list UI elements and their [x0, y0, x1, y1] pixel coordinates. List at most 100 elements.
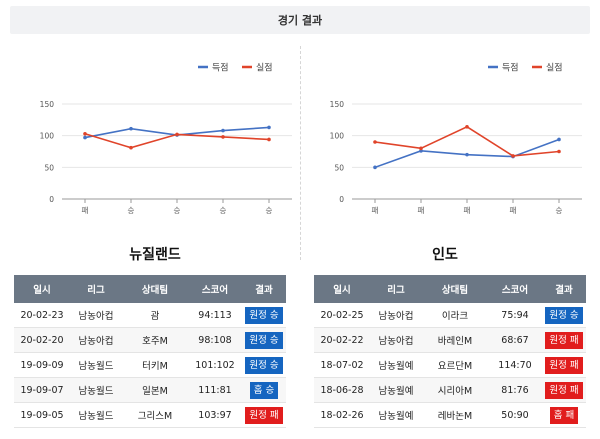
- y-tick-label: 100: [330, 132, 345, 141]
- legend-item: 실점: [242, 62, 273, 74]
- cell-score: 94:113: [188, 303, 242, 328]
- cell-opponent: 일본M: [122, 377, 188, 403]
- y-tick-label: 150: [40, 100, 55, 109]
- y-tick-label: 50: [334, 163, 344, 172]
- cell-league: 남농아컵: [70, 327, 122, 353]
- cell-date: 20-02-23: [14, 303, 70, 328]
- section-header: 경기 결과: [10, 6, 590, 34]
- cell-date: 19-09-05: [14, 402, 70, 428]
- col-opponent: 상대팀: [422, 275, 488, 303]
- data-point: [511, 154, 515, 158]
- cell-date: 19-09-09: [14, 352, 70, 378]
- cell-result: 원정 패: [542, 352, 586, 378]
- y-tick-label: 150: [330, 100, 345, 109]
- legend-item: 득점: [198, 62, 229, 74]
- cell-league: 남농아컵: [370, 327, 422, 353]
- x-tick-label: 패: [510, 205, 517, 215]
- data-point: [373, 165, 377, 170]
- cell-result: 원정 승: [242, 352, 286, 378]
- result-badge: 원정 패: [245, 406, 283, 424]
- cell-league: 남농아컵: [70, 303, 122, 328]
- team-title-right: 인도: [432, 247, 458, 263]
- cell-result: 원정 승: [542, 303, 586, 328]
- result-badge: 원정 패: [545, 381, 583, 399]
- table-row: 19-09-09 남농월드 터키M 101:102 원정 승: [14, 352, 286, 378]
- result-badge: 원정 패: [545, 356, 583, 374]
- result-badge: 홈 승: [249, 381, 279, 399]
- cell-league: 남농월예: [370, 377, 422, 403]
- cell-date: 19-09-07: [14, 377, 70, 403]
- cell-result: 홈 승: [242, 377, 286, 403]
- col-score: 스코어: [488, 275, 542, 303]
- cell-score: 50:90: [488, 402, 542, 428]
- x-tick-label: 승: [174, 206, 181, 215]
- data-point: [465, 152, 469, 157]
- cell-league: 남농월예: [370, 352, 422, 378]
- cell-score: 111:81: [188, 377, 242, 403]
- x-tick-label: 패: [82, 205, 89, 215]
- data-point: [557, 137, 561, 142]
- chart-right: 득점 실점 0 50 100 150 패 패 패 패 승: [300, 52, 590, 222]
- x-tick-label: 승: [220, 206, 227, 215]
- data-point: [83, 135, 87, 140]
- col-league: 리그: [70, 275, 122, 303]
- cell-date: 20-02-25: [314, 303, 370, 328]
- cell-opponent: 터키M: [122, 352, 188, 378]
- data-point: [465, 125, 469, 129]
- x-tick-label: 패: [418, 205, 425, 215]
- data-point: [373, 140, 377, 144]
- legend-item: 득점: [488, 62, 519, 74]
- column-divider: [300, 46, 301, 260]
- legend-label: 득점: [502, 62, 519, 74]
- cell-opponent: 이라크: [422, 303, 488, 328]
- cell-score: 75:94: [488, 303, 542, 328]
- col-result: 결과: [542, 275, 586, 303]
- cell-opponent: 호주M: [122, 327, 188, 353]
- cell-league: 남농아컵: [370, 303, 422, 328]
- data-point: [83, 131, 87, 136]
- y-tick-label: 100: [40, 132, 55, 141]
- cell-result: 원정 승: [242, 303, 286, 328]
- cell-opponent: 바레인M: [422, 327, 488, 353]
- data-point: [419, 149, 423, 153]
- cell-score: 68:67: [488, 327, 542, 353]
- table-row: 18-02-26 남농월예 레바논M 50:90 홈 패: [314, 402, 586, 428]
- x-tick-label: 승: [266, 206, 273, 215]
- legend-label: 실점: [546, 62, 563, 74]
- data-point: [129, 145, 133, 150]
- cell-opponent: 레바논M: [422, 402, 488, 428]
- results-table-right: 일시 리그 상대팀 스코어 결과 20-02-25 남농아컵 이라크 75:94 원정 …: [314, 275, 586, 428]
- cell-date: 20-02-20: [14, 327, 70, 353]
- chart-left: 득점 실점 0 50 100 150 패 승 승 승 승: [10, 52, 300, 222]
- data-point: [221, 135, 225, 139]
- cell-score: 101:102: [188, 352, 242, 378]
- cell-result: 원정 패: [242, 402, 286, 428]
- table-row: 19-09-05 남농월드 그리스M 103:97 원정 패: [14, 402, 286, 428]
- x-tick-label: 패: [372, 205, 379, 215]
- table-row: 20-02-23 남농아컵 괌 94:113 원정 승: [14, 303, 286, 328]
- col-date: 일시: [14, 275, 70, 303]
- cell-score: 114:70: [488, 352, 542, 378]
- cell-opponent: 그리스M: [122, 402, 188, 428]
- cell-opponent: 시리아M: [422, 377, 488, 403]
- result-badge: 원정 승: [245, 331, 283, 349]
- cell-score: 103:97: [188, 402, 242, 428]
- table-row: 19-09-07 남농월드 일본M 111:81 홈 승: [14, 377, 286, 403]
- y-tick-label: 0: [339, 195, 344, 204]
- cell-league: 남농월드: [70, 402, 122, 428]
- cell-opponent: 괌: [122, 303, 188, 328]
- table-row: 20-02-22 남농아컵 바레인M 68:67 원정 패: [314, 327, 586, 353]
- series-line-conceded: [374, 125, 560, 157]
- cell-date: 20-02-22: [314, 327, 370, 353]
- cell-opponent: 요르단M: [422, 352, 488, 378]
- cell-result: 원정 승: [242, 327, 286, 353]
- y-tick-label: 50: [44, 163, 54, 172]
- data-point: [175, 132, 179, 137]
- data-point: [419, 146, 423, 151]
- col-score: 스코어: [188, 275, 242, 303]
- section-title: 경기 결과: [277, 14, 323, 27]
- cell-result: 원정 패: [542, 377, 586, 403]
- col-result: 결과: [242, 275, 286, 303]
- table-row: 20-02-20 남농아컵 호주M 98:108 원정 승: [14, 327, 286, 353]
